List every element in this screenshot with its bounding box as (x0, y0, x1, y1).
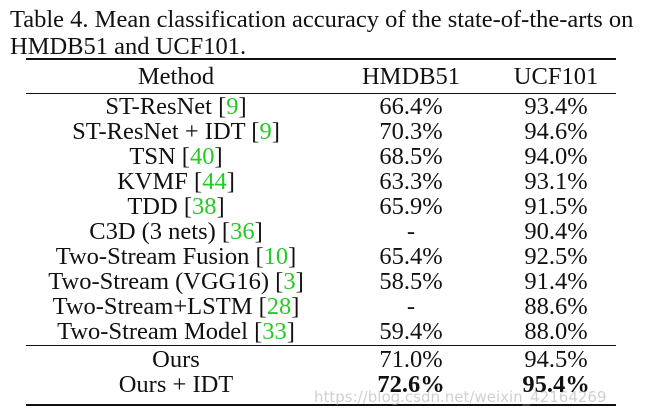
ucf-cell: 88.6% (524, 293, 588, 320)
hmdb-cell: 59.4% (379, 318, 443, 345)
method-cell: KVMF [44] (117, 168, 235, 195)
ucf-cell: 92.5% (524, 243, 588, 270)
method-cell: ST-ResNet [9] (105, 93, 247, 120)
ucf-cell: 94.0% (524, 143, 588, 170)
citation-link[interactable]: 40 (189, 143, 215, 170)
hmdb-cell: 70.3% (379, 118, 443, 145)
header-method: Method (137, 63, 215, 90)
ours-idt-row: Ours + IDT 72.6% 95.4% (26, 372, 616, 397)
method-cell: TSN [40] (129, 143, 223, 170)
ucf-cell: 91.5% (524, 193, 588, 220)
hmdb-cell: 65.9% (379, 193, 443, 220)
method-name: Two-Stream Model [ (57, 318, 263, 345)
table-row: Two-Stream Fusion [10] 65.4% 92.5% (26, 244, 616, 269)
method-name: TDD [ (127, 193, 192, 220)
table-caption: Table 4. Mean classification accuracy of… (10, 6, 634, 60)
ucf-cell: 94.6% (524, 118, 588, 145)
method-cell: C3D (3 nets) [36] (89, 218, 263, 245)
method-name: Two-Stream (VGG16) [ (48, 268, 284, 295)
method-cell: Two-Stream Fusion [10] (55, 243, 297, 270)
hmdb-cell: 68.5% (379, 143, 443, 170)
header-rule (26, 93, 616, 94)
ucf-cell: 91.4% (524, 268, 588, 295)
hmdb-cell: 63.3% (379, 168, 443, 195)
citation-link[interactable]: 36 (230, 218, 255, 245)
method-name: Ours + IDT (118, 371, 234, 398)
ours-row: Ours 71.0% 94.5% (26, 347, 616, 372)
method-cell: TDD [38] (127, 193, 225, 220)
citation-link[interactable]: 9 (226, 93, 239, 120)
table-row: Two-Stream+LSTM [28] - 88.6% (26, 294, 616, 319)
table-row: ST-ResNet + IDT [9] 70.3% 94.6% (26, 119, 616, 144)
citation-link[interactable]: 10 (263, 243, 289, 270)
header-row: Method HMDB51 UCF101 (26, 64, 616, 89)
table-row: TSN [40] 68.5% 94.0% (26, 144, 616, 169)
method-name: ST-ResNet + IDT [ (72, 118, 260, 145)
ucf-cell: 90.4% (524, 218, 588, 245)
citation-link[interactable]: 44 (202, 168, 227, 195)
method-name: Ours (152, 346, 200, 373)
header-hmdb51: HMDB51 (361, 63, 460, 90)
table-row: TDD [38] 65.9% 91.5% (26, 194, 616, 219)
method-name: C3D (3 nets) [ (89, 218, 231, 245)
table-row: Two-Stream (VGG16) [3] 58.5% 91.4% (26, 269, 616, 294)
hmdb-cell: 58.5% (379, 268, 443, 295)
method-cell: Two-Stream (VGG16) [3] (48, 268, 304, 295)
watermark-url: https://blog.csdn.net/weixin_42164269 (314, 388, 607, 406)
table-row: KVMF [44] 63.3% 93.1% (26, 169, 616, 194)
ucf-best-cell: 95.4% (522, 371, 590, 398)
hmdb-cell: 66.4% (379, 93, 443, 120)
citation-link[interactable]: 38 (191, 193, 217, 220)
table-row: ST-ResNet [9] 66.4% 93.4% (26, 94, 616, 119)
method-name: TSN [ (129, 143, 190, 170)
hmdb-cell: - (406, 218, 416, 245)
ucf-cell: 93.4% (524, 93, 588, 120)
method-name: ST-ResNet [ (105, 93, 227, 120)
top-rule (26, 58, 616, 60)
ucf-cell: 94.5% (524, 346, 588, 373)
ucf-cell: 93.1% (524, 168, 588, 195)
method-cell: Two-Stream+LSTM [28] (52, 293, 300, 320)
ucf-cell: 88.0% (524, 318, 588, 345)
method-cell: Two-Stream Model [33] (57, 318, 295, 345)
hmdb-best-cell: 72.6% (377, 371, 445, 398)
citation-link[interactable]: 9 (259, 118, 272, 145)
method-name: KVMF [ (117, 168, 203, 195)
header-ucf101: UCF101 (513, 63, 599, 90)
citation-link[interactable]: 33 (262, 318, 287, 345)
method-name: Two-Stream Fusion [ (55, 243, 264, 270)
mid-rule (26, 345, 616, 346)
bottom-rule (26, 404, 616, 406)
method-cell: ST-ResNet + IDT [9] (72, 118, 280, 145)
hmdb-cell: 71.0% (379, 346, 443, 373)
citation-link[interactable]: 3 (283, 268, 296, 295)
citation-link[interactable]: 28 (266, 293, 292, 320)
table-row: C3D (3 nets) [36] - 90.4% (26, 219, 616, 244)
table-row: Two-Stream Model [33] 59.4% 88.0% (26, 319, 616, 344)
method-name: Two-Stream+LSTM [ (52, 293, 267, 320)
hmdb-cell: 65.4% (379, 243, 443, 270)
hmdb-cell: - (406, 293, 416, 320)
